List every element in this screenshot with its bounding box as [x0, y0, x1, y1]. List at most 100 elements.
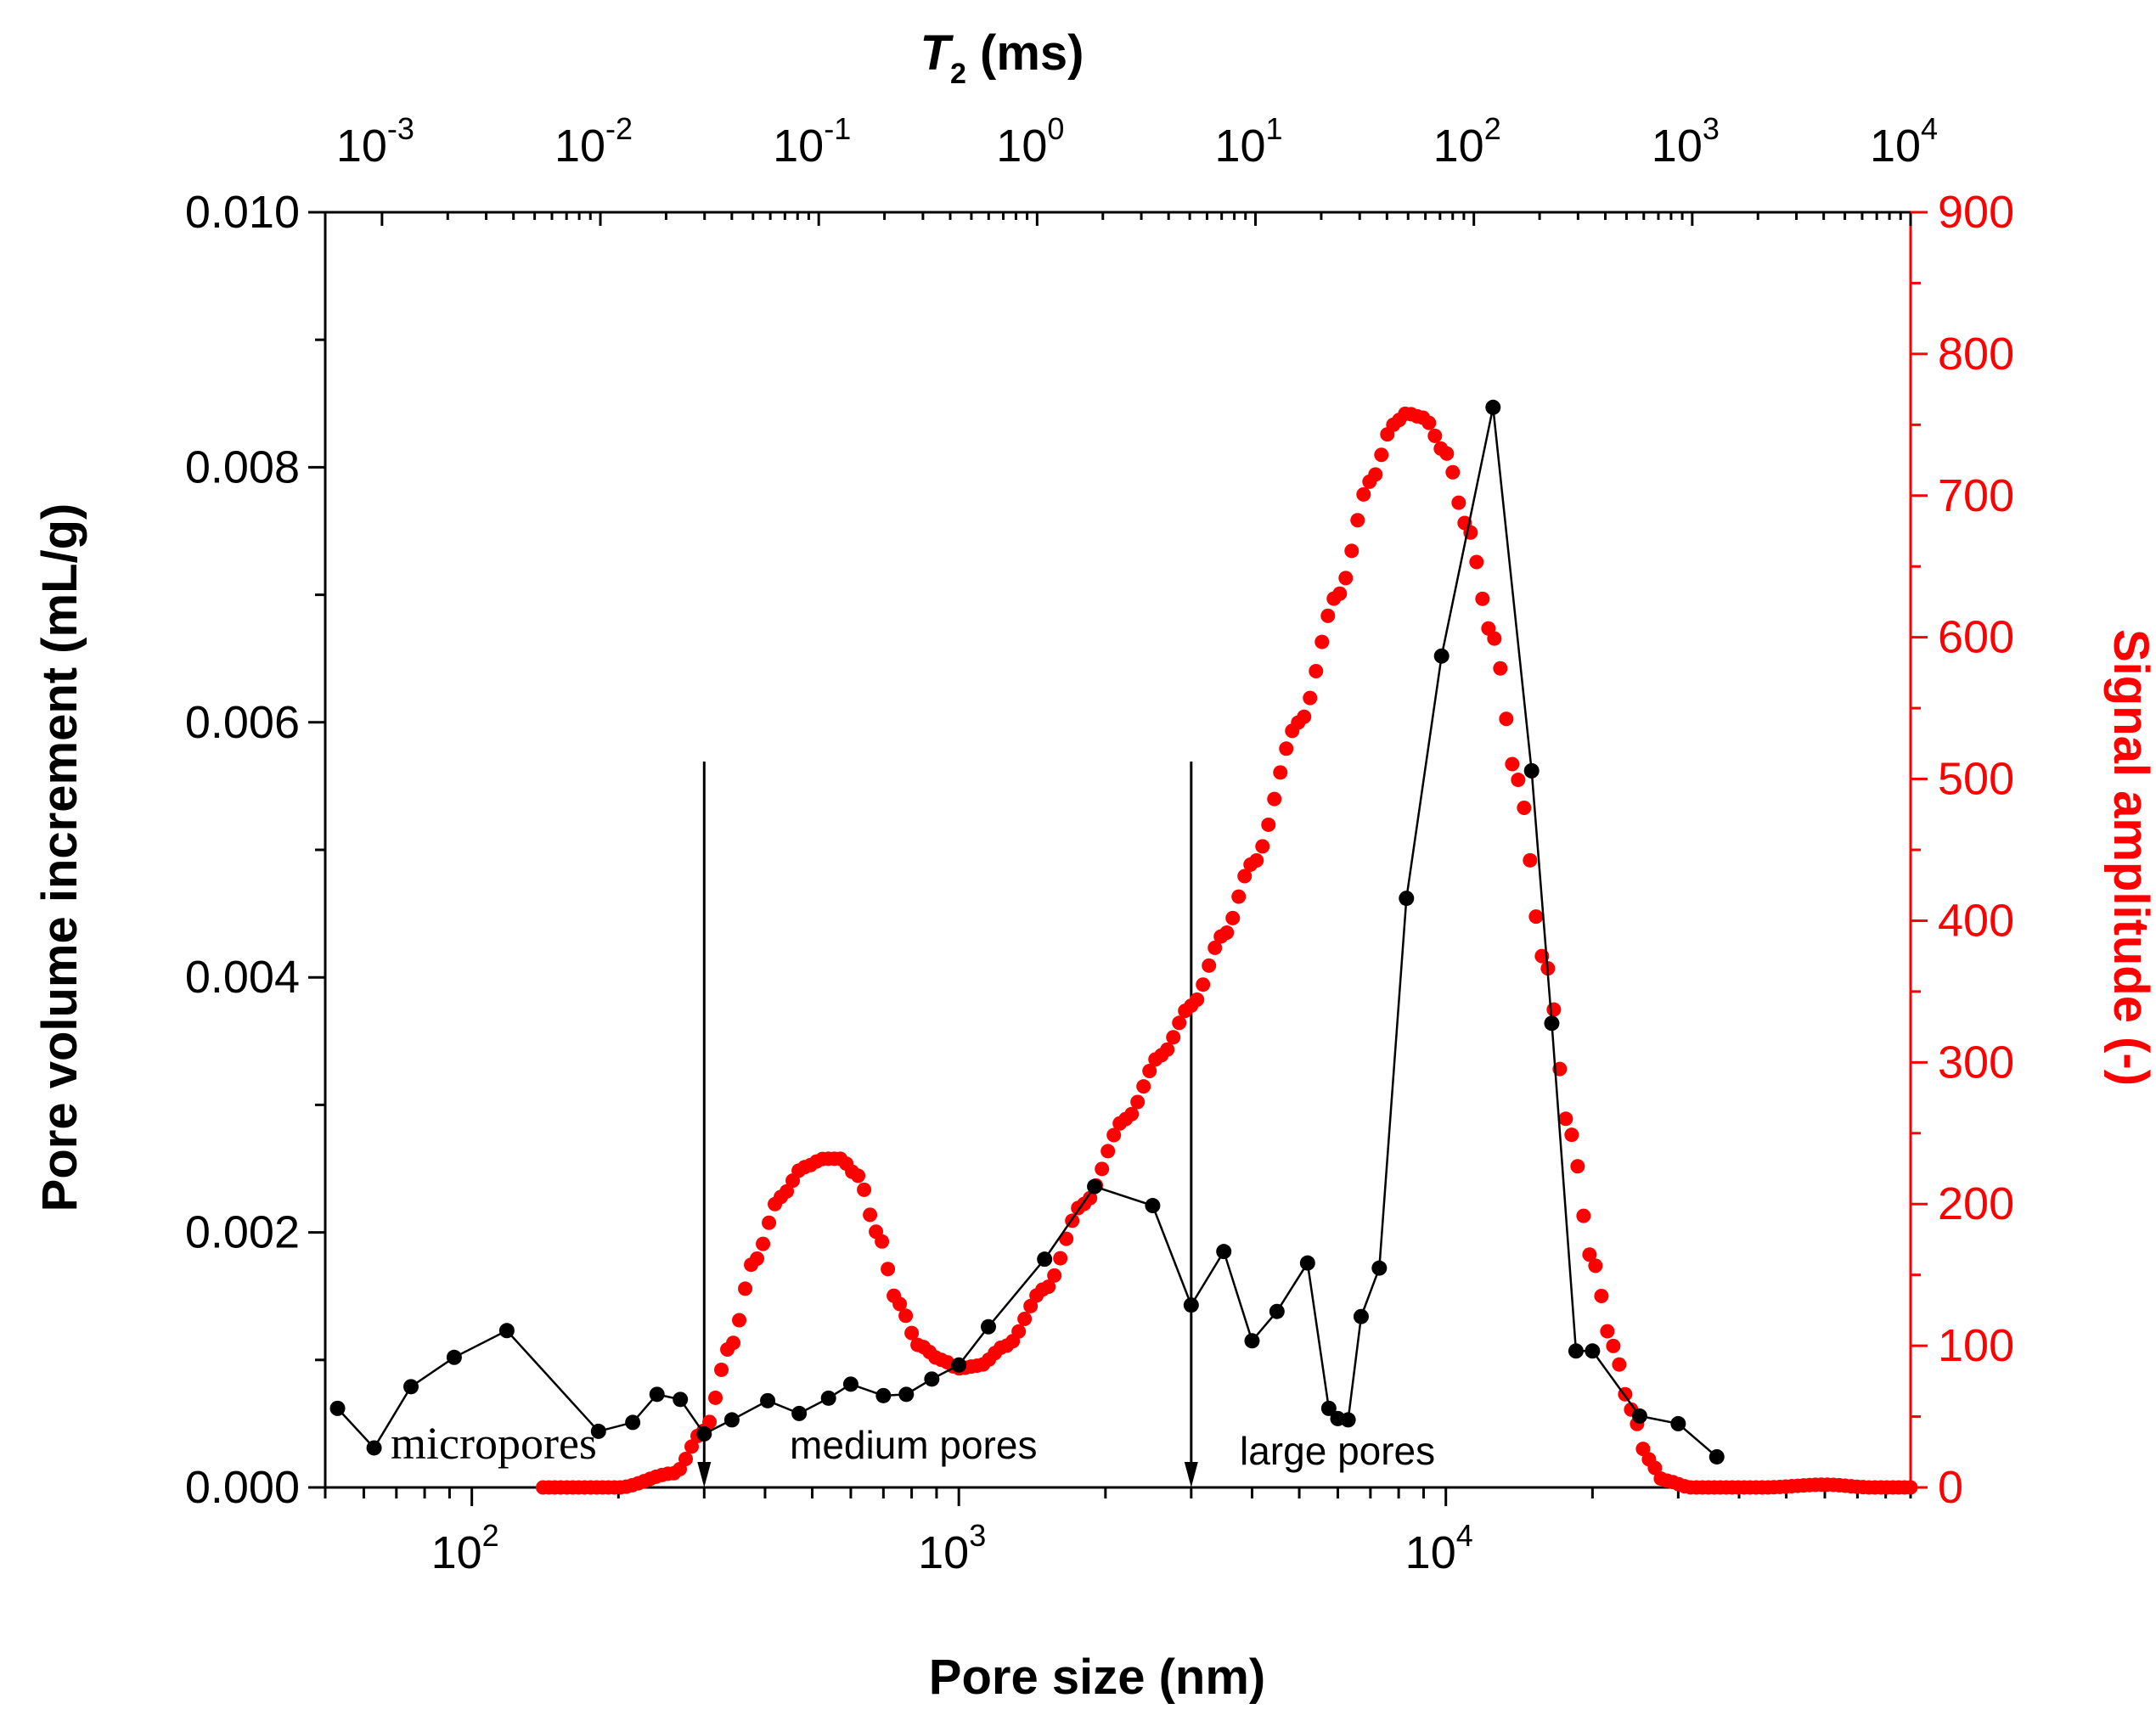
mip-data-point [875, 1387, 892, 1403]
nmr-signal-point [1374, 447, 1389, 463]
mip-data-point [329, 1400, 346, 1416]
nmr-signal-point [1338, 571, 1354, 586]
mip-data-point [1340, 1412, 1356, 1428]
mip-data-point [1568, 1343, 1584, 1359]
nmr-signal-point [1196, 977, 1211, 992]
nmr-signal-point [1344, 543, 1359, 559]
mip-data-point [1433, 648, 1450, 664]
nmr-signal-point [756, 1236, 771, 1251]
nmr-signal-point [1267, 791, 1282, 807]
nmr-signal-point [1600, 1324, 1615, 1339]
nmr-signal-point [1059, 1231, 1074, 1246]
nmr-signal-point [1249, 852, 1264, 868]
nmr-signal-point [1505, 756, 1520, 772]
nmr-signal-point [1332, 586, 1348, 601]
x-top-axis-title: T2 (ms) [920, 25, 1084, 90]
nmr-signal-point [1427, 428, 1443, 443]
nmr-signal-point [1053, 1251, 1068, 1266]
nmr-signal-point [678, 1451, 694, 1466]
nmr-signal-point [1095, 1161, 1110, 1177]
mip-data-point [1585, 1343, 1601, 1359]
nmr-signal-point [1297, 709, 1312, 724]
nmr-signal-point [1612, 1357, 1627, 1372]
mip-data-point [1371, 1260, 1388, 1276]
nmr-signal-point [1588, 1258, 1603, 1273]
nmr-signal-point [1499, 711, 1514, 727]
nmr-signal-point [1225, 910, 1241, 925]
nmr-signal-point [1303, 690, 1318, 706]
nmr-signal-point [1011, 1324, 1027, 1339]
nmr-signal-point [1219, 925, 1235, 941]
mip-data-point [1037, 1251, 1053, 1268]
nmr-signal-point [1136, 1079, 1151, 1094]
nmr-signal-point [863, 1207, 878, 1223]
x-tick-label: 104 [1405, 1518, 1473, 1578]
mip-series-line [336, 407, 1718, 1458]
mip-data-point [498, 1323, 515, 1339]
mip-data-point [1299, 1255, 1315, 1271]
nmr-signal-point [1207, 940, 1223, 955]
nmr-signal-point [881, 1262, 896, 1277]
y-right-tick-label: 900 [1938, 187, 2014, 238]
mip-data-point [760, 1392, 776, 1408]
mip-data-point [590, 1423, 606, 1439]
x-top-tick-label: 104 [1870, 111, 1938, 171]
mip-data-point [1523, 762, 1540, 779]
nmr-signal-point [1142, 1064, 1157, 1079]
divider-arrowhead [697, 1462, 712, 1487]
nmr-signal-point [1083, 1190, 1098, 1206]
divider-arrowhead [1184, 1462, 1198, 1487]
mip-data-point [1399, 891, 1415, 907]
nmr-signal-point [1421, 415, 1437, 430]
nmr-signal-point [1237, 869, 1253, 884]
nmr-signal-point [1261, 817, 1276, 832]
mip-data-point [1544, 1015, 1560, 1032]
nmr-signal-point [1511, 773, 1526, 788]
nmr-signal-point [1576, 1208, 1591, 1223]
nmr-signal-point [708, 1390, 723, 1405]
nmr-signal-point [1047, 1268, 1062, 1283]
nmr-signal-point [1231, 889, 1247, 904]
nmr-signal-point [1017, 1312, 1033, 1327]
x-tick-label: 103 [918, 1518, 986, 1578]
mip-data-point [673, 1391, 689, 1408]
mip-data-point [649, 1386, 665, 1403]
y-right-axis-title: Signal amplitude (-) [2103, 629, 2156, 1086]
mip-data-point [625, 1414, 641, 1431]
y-right-tick-label: 300 [1938, 1037, 2014, 1088]
mip-data-point [1269, 1303, 1285, 1319]
annotation-large-pores: large pores [1240, 1429, 1435, 1473]
nmr-signal-point [1635, 1442, 1651, 1457]
nmr-signal-point [1130, 1094, 1146, 1110]
nmr-signal-point [1493, 661, 1508, 676]
nmr-signal-point [1546, 1002, 1562, 1017]
nmr-signal-point [857, 1182, 872, 1197]
nmr-signal-point [1273, 765, 1288, 780]
nmr-signal-point [851, 1168, 866, 1183]
mip-data-point [1670, 1415, 1686, 1431]
nmr-signal-point [1439, 446, 1455, 461]
nmr-signal-point [904, 1325, 920, 1341]
nmr-signal-point [1594, 1289, 1609, 1304]
y-right-tick-label: 200 [1938, 1178, 2014, 1229]
mip-data-point [1183, 1297, 1199, 1313]
nmr-signal-point [726, 1335, 741, 1351]
annotation-medium-pores: medium pores [790, 1423, 1037, 1467]
nmr-signal-point [892, 1296, 908, 1312]
x-top-tick-label: 10-1 [773, 111, 851, 171]
y-right-tick-label: 600 [1938, 612, 2014, 663]
nmr-signal-point [1279, 741, 1294, 756]
y-right-tick-label: 700 [1938, 470, 2014, 521]
x-top-tick-label: 101 [1214, 111, 1282, 171]
x-top-tick-label: 10-2 [554, 111, 633, 171]
nmr-signal-point [702, 1414, 718, 1430]
x-top-tick-label: 100 [996, 111, 1064, 171]
nmr-signal-point [1106, 1127, 1122, 1143]
mip-data-point [696, 1425, 712, 1442]
nmr-signal-point [1451, 495, 1466, 510]
nmr-signal-point [780, 1183, 795, 1199]
mip-data-point [1145, 1198, 1161, 1214]
mip-data-point [723, 1412, 740, 1428]
mip-data-point [1485, 399, 1501, 415]
